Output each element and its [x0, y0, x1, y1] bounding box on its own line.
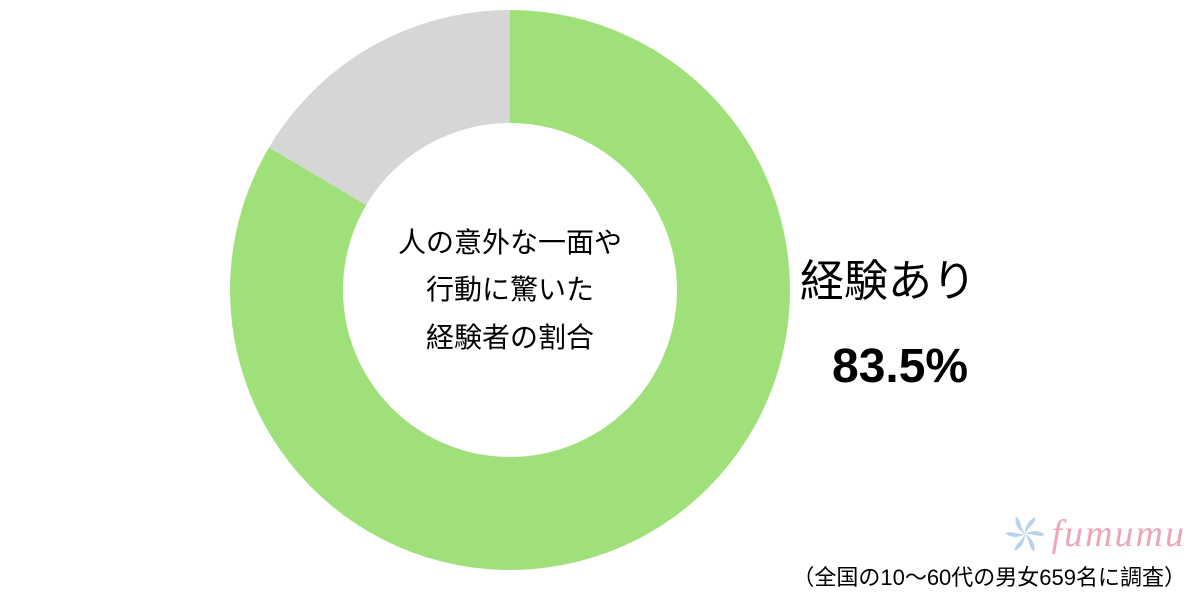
center-line-2: 行動に驚いた: [426, 266, 594, 314]
value-label: 経験あり 83.5%: [800, 245, 976, 394]
donut-chart-container: 人の意外な一面や 行動に驚いた 経験者の割合: [230, 10, 790, 575]
brand-name: fumumu: [1052, 512, 1186, 556]
value-title: 経験あり: [800, 245, 976, 309]
chart-center-label: 人の意外な一面や 行動に驚いた 経験者の割合: [230, 10, 790, 570]
brand-flower-icon: [1004, 513, 1046, 555]
brand: fumumu: [792, 512, 1186, 556]
center-line-1: 人の意外な一面や: [398, 219, 622, 267]
survey-note: （全国の10〜60代の男女659名に調査）: [792, 560, 1186, 592]
center-line-3: 経験者の割合: [426, 314, 594, 362]
footer: fumumu （全国の10〜60代の男女659名に調査）: [792, 512, 1186, 592]
value-percentage: 83.5%: [800, 339, 976, 394]
